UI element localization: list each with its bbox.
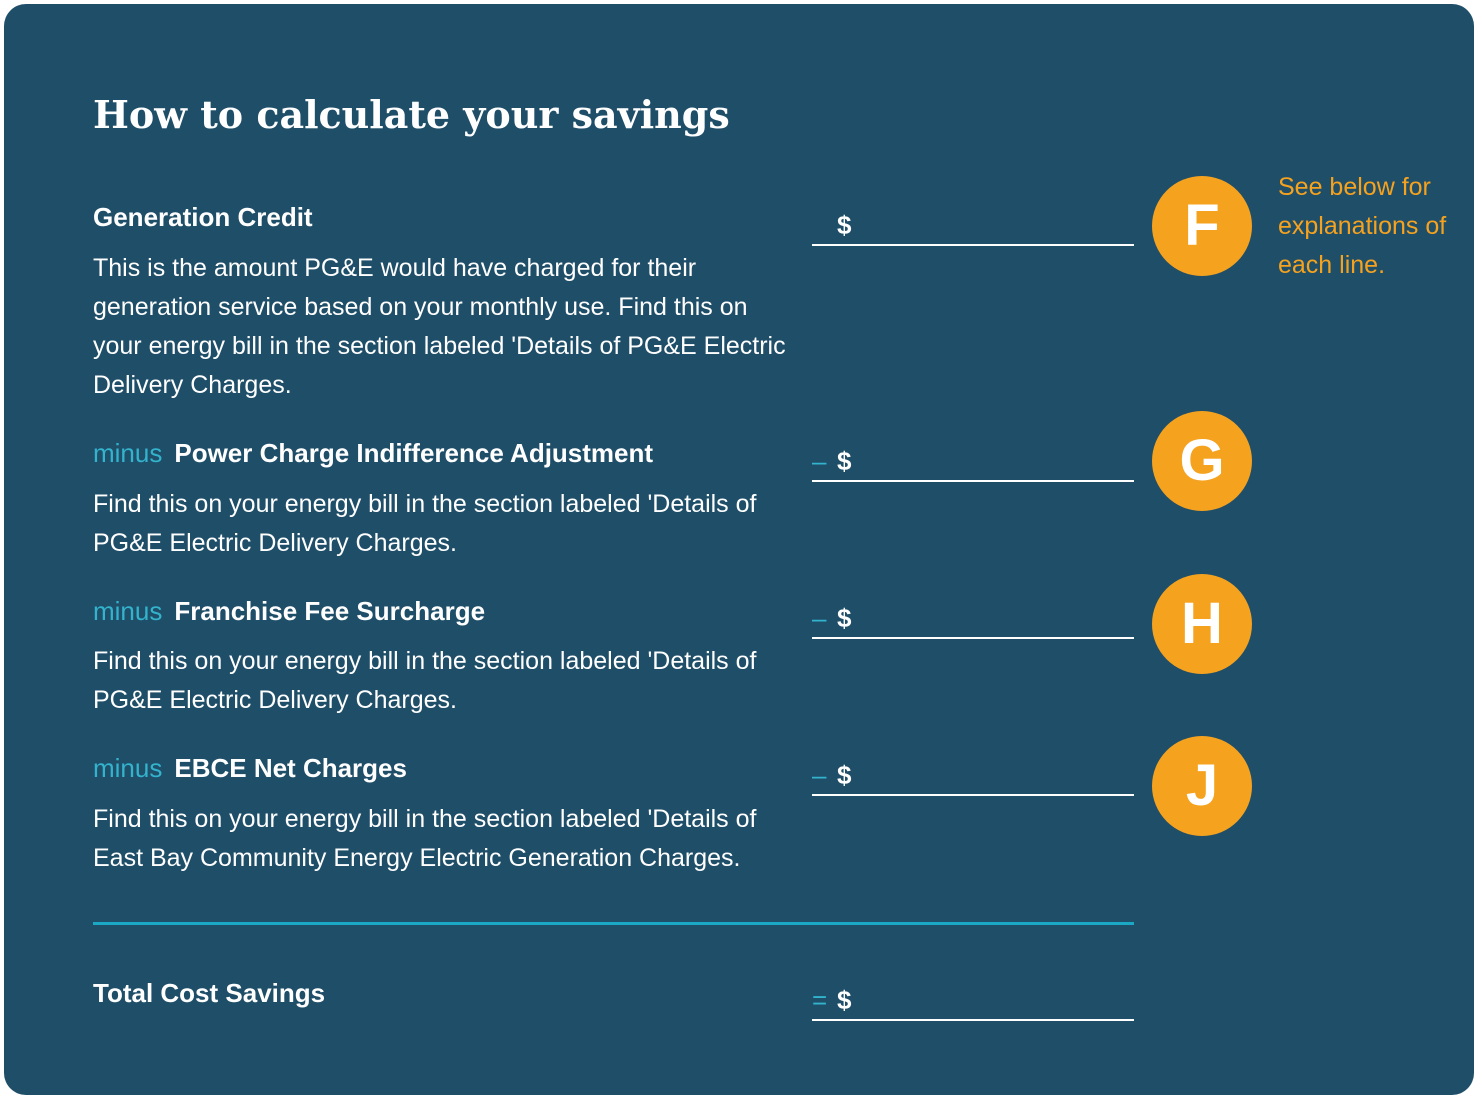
total-cost-savings-label: Total Cost Savings xyxy=(93,976,325,1010)
operator-sign: = xyxy=(812,985,828,1015)
generation-credit-description: This is the amount PG&E would have charg… xyxy=(93,254,786,399)
minus-prefix: minus xyxy=(93,438,163,468)
ebce-net-charges-description: Find this on your energy bill in the sec… xyxy=(93,805,757,872)
minus-prefix: minus xyxy=(93,753,163,783)
pcia-description: Find this on your energy bill in the sec… xyxy=(93,490,757,557)
currency-symbol: $ xyxy=(837,210,852,240)
generation-credit-label: Generation Credit xyxy=(93,200,313,234)
currency-symbol: $ xyxy=(837,985,852,1015)
badge-f: F xyxy=(1152,176,1252,276)
pcia-label: minus Power Charge Indifference Adjustmen… xyxy=(93,436,653,470)
row-label: Power Charge Indifference Adjustment xyxy=(174,438,654,468)
minus-prefix: minus xyxy=(93,596,163,626)
row-label: EBCE Net Charges xyxy=(174,753,407,783)
franchise-fee-label: minus Franchise Fee Surcharge xyxy=(93,594,485,628)
badge-g: G xyxy=(1152,411,1252,511)
operator-sign: – xyxy=(812,603,827,633)
franchise-fee-amount-field[interactable]: – $ xyxy=(812,601,1134,639)
pcia-amount-field[interactable]: – $ xyxy=(812,444,1134,482)
ebce-net-charges-label: minus EBCE Net Charges xyxy=(93,751,407,785)
currency-symbol: $ xyxy=(837,446,852,476)
page-title: How to calculate your savings xyxy=(93,92,730,137)
ebce-net-charges-amount-field[interactable]: – $ xyxy=(812,758,1134,796)
explanation-note: See below for explanations of each line. xyxy=(1278,173,1447,279)
row-label: Generation Credit xyxy=(93,202,313,232)
franchise-fee-description: Find this on your energy bill in the sec… xyxy=(93,647,757,714)
currency-symbol: $ xyxy=(837,603,852,633)
currency-symbol: $ xyxy=(837,760,852,790)
savings-calculator-card: How to calculate your savings See below … xyxy=(4,4,1474,1095)
operator-sign: – xyxy=(812,446,827,476)
badge-h: H xyxy=(1152,574,1252,674)
operator-sign: – xyxy=(812,760,827,790)
total-divider xyxy=(93,922,1134,925)
row-label: Total Cost Savings xyxy=(93,978,326,1008)
generation-credit-amount-field[interactable]: $ xyxy=(812,208,1134,246)
total-cost-savings-amount-field[interactable]: = $ xyxy=(812,983,1134,1021)
badge-j: J xyxy=(1152,736,1252,836)
row-label: Franchise Fee Surcharge xyxy=(174,596,486,626)
